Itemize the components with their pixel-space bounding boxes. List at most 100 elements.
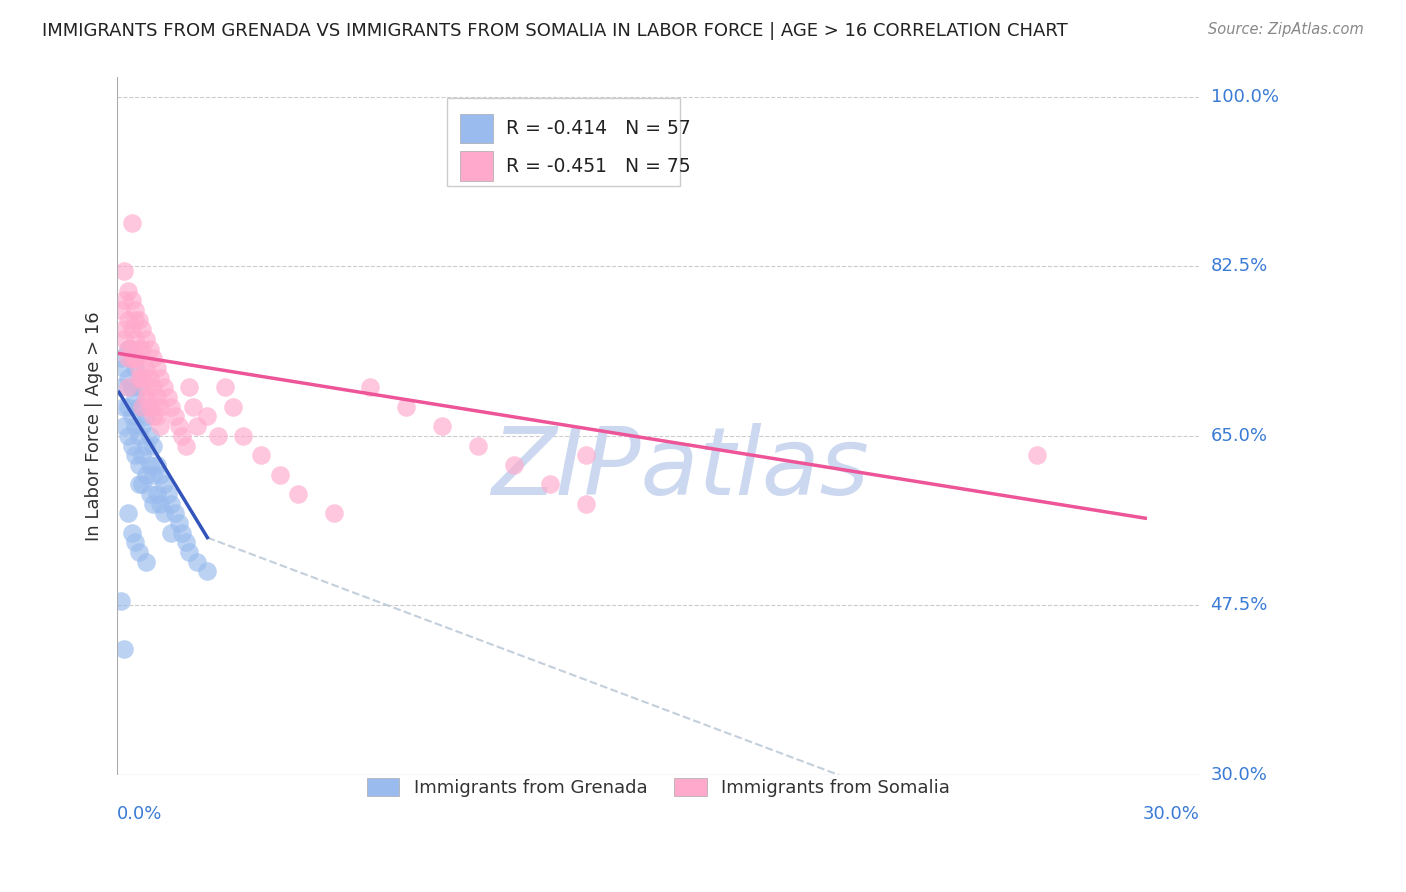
Point	[181, 400, 204, 414]
Point	[117, 342, 139, 356]
Point	[135, 555, 157, 569]
Point	[135, 361, 157, 376]
Point	[124, 351, 146, 366]
Text: 65.0%: 65.0%	[1211, 427, 1268, 445]
Point	[221, 400, 243, 414]
Point	[128, 400, 150, 414]
Point	[359, 380, 381, 394]
Point	[135, 380, 157, 394]
Point	[142, 400, 165, 414]
Point	[153, 507, 176, 521]
Point	[112, 361, 135, 376]
Point	[117, 351, 139, 366]
Y-axis label: In Labor Force | Age > 16: In Labor Force | Age > 16	[86, 311, 103, 541]
Point	[287, 487, 309, 501]
Point	[146, 361, 169, 376]
Point	[232, 429, 254, 443]
FancyBboxPatch shape	[460, 152, 492, 181]
Point	[128, 545, 150, 559]
Point	[117, 342, 139, 356]
Point	[160, 400, 183, 414]
Point	[131, 448, 153, 462]
Point	[124, 390, 146, 404]
Point	[128, 458, 150, 472]
Point	[142, 439, 165, 453]
Point	[124, 312, 146, 326]
Point	[112, 322, 135, 336]
Point	[121, 216, 143, 230]
Point	[138, 458, 160, 472]
Point	[138, 390, 160, 404]
Point	[172, 525, 194, 540]
Point	[156, 390, 179, 404]
Point	[467, 439, 489, 453]
Point	[135, 332, 157, 346]
Point	[575, 448, 598, 462]
Point	[172, 429, 194, 443]
Point	[117, 507, 139, 521]
Point	[179, 380, 201, 394]
Point	[149, 419, 172, 434]
Point	[149, 497, 172, 511]
Point	[138, 429, 160, 443]
Text: 47.5%: 47.5%	[1211, 597, 1268, 615]
Point	[174, 535, 197, 549]
Point	[250, 448, 273, 462]
Point	[163, 409, 186, 424]
Point	[135, 439, 157, 453]
Point	[128, 370, 150, 384]
Point	[124, 448, 146, 462]
Point	[112, 642, 135, 657]
Point	[322, 507, 344, 521]
Point	[112, 264, 135, 278]
Point	[575, 497, 598, 511]
Point	[124, 351, 146, 366]
Point	[149, 370, 172, 384]
Point	[138, 370, 160, 384]
Point	[121, 322, 143, 336]
Point	[131, 322, 153, 336]
Point	[112, 419, 135, 434]
Point	[186, 419, 208, 434]
Point	[138, 342, 160, 356]
Point	[538, 477, 561, 491]
Point	[131, 477, 153, 491]
Point	[121, 293, 143, 308]
Point	[128, 342, 150, 356]
Point	[174, 439, 197, 453]
FancyBboxPatch shape	[460, 113, 492, 143]
Point	[153, 380, 176, 394]
Point	[117, 400, 139, 414]
Point	[112, 332, 135, 346]
Point	[395, 400, 418, 414]
Point	[142, 351, 165, 366]
Point	[156, 487, 179, 501]
Point	[131, 400, 153, 414]
Point	[149, 400, 172, 414]
Point	[117, 380, 139, 394]
Point	[179, 545, 201, 559]
Point	[110, 380, 132, 394]
Point	[121, 380, 143, 394]
Point	[142, 467, 165, 482]
Text: 30.0%: 30.0%	[1211, 766, 1267, 784]
Point	[117, 429, 139, 443]
Point	[128, 312, 150, 326]
Text: 100.0%: 100.0%	[1211, 87, 1278, 106]
Point	[138, 400, 160, 414]
Point	[124, 361, 146, 376]
Point	[128, 429, 150, 443]
Point	[124, 302, 146, 317]
Point	[146, 487, 169, 501]
Point	[131, 342, 153, 356]
Point	[207, 429, 229, 443]
Point	[153, 477, 176, 491]
Text: ZIPatlas: ZIPatlas	[491, 423, 869, 514]
Point	[503, 458, 526, 472]
Point	[131, 419, 153, 434]
Point	[163, 507, 186, 521]
Point	[142, 497, 165, 511]
Point	[186, 555, 208, 569]
Point	[128, 477, 150, 491]
Point	[124, 332, 146, 346]
